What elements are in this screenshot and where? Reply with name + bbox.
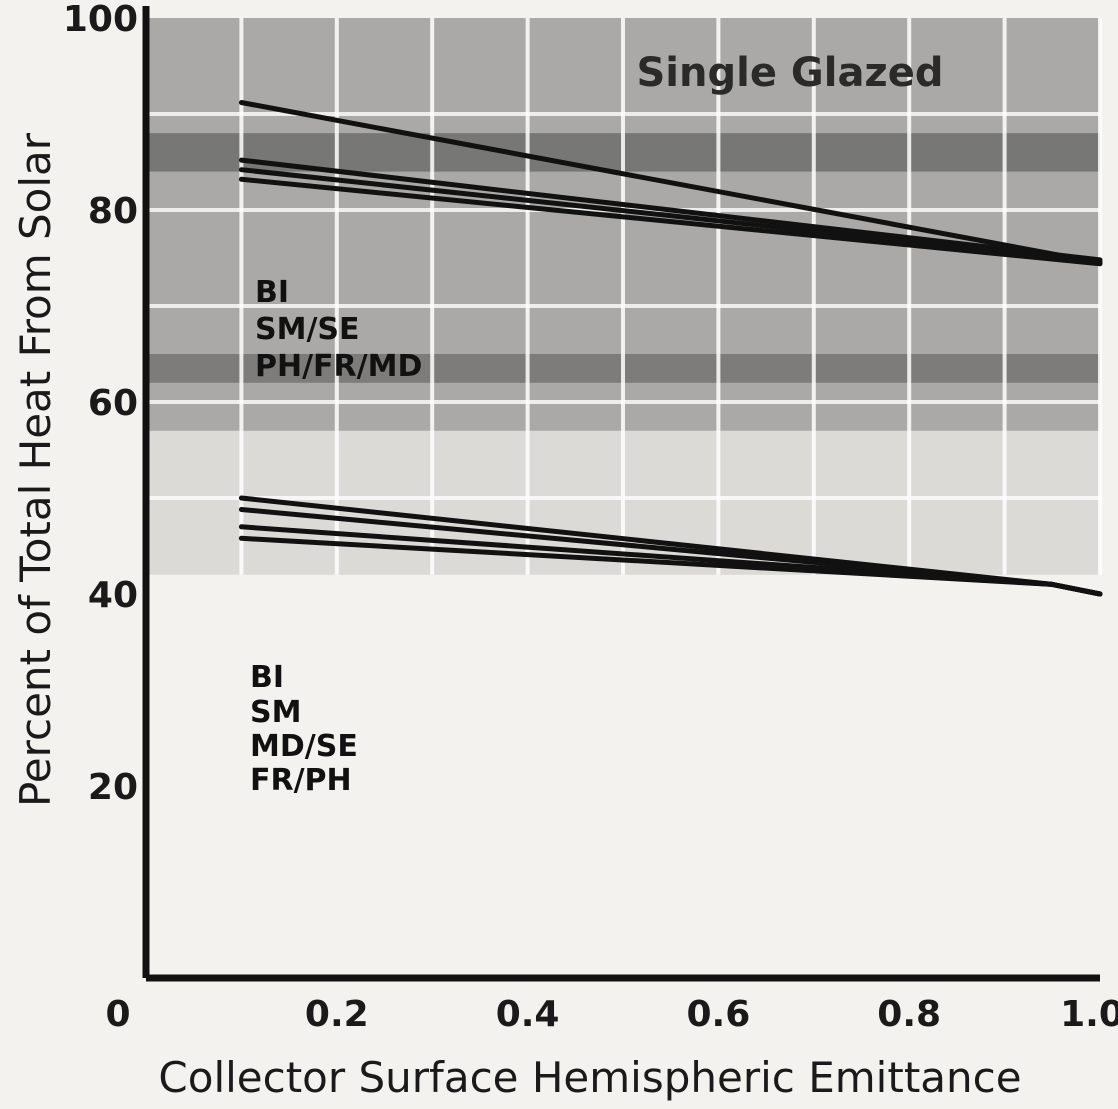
y-tick-label: 80: [88, 191, 138, 232]
lower-group-labels: BI SM MD/SE FR/PH: [250, 660, 358, 798]
y-tick-label: 20: [88, 767, 138, 808]
x-tick-label: 0.6: [687, 994, 751, 1035]
series-line-upper: [238, 167, 1103, 265]
lower-group-label: MD/SE: [250, 729, 358, 764]
series-line-lower: [238, 535, 1103, 597]
series-line-upper: [238, 100, 1103, 266]
x-axis-label: Collector Surface Hemispheric Emittance: [158, 1053, 1021, 1102]
axes: [142, 6, 1100, 982]
lower-group-label: BI: [250, 660, 284, 695]
upper-group-label: BI: [255, 275, 289, 310]
tick-labels: 0 0.2 0.4 0.6 0.8 1.0 20 40 60 80 100: [63, 0, 1118, 1035]
upper-group-label: PH/FR/MD: [255, 349, 422, 384]
y-tick-label: 40: [88, 575, 138, 616]
series-line-upper: [238, 157, 1103, 263]
chart-title: Single Glazed: [637, 50, 944, 96]
y-tick-label: 100: [63, 0, 138, 40]
series-layer: [238, 100, 1103, 597]
lower-group-label: FR/PH: [250, 763, 352, 798]
upper-group-label: SM/SE: [255, 312, 360, 347]
upper-group-labels: BI SM/SE PH/FR/MD: [255, 275, 422, 384]
series-line-upper: [238, 176, 1103, 267]
y-axis-label: Percent of Total Heat From Solar: [11, 132, 60, 807]
x-tick-label: 0: [105, 994, 130, 1035]
grid: [146, 18, 1102, 575]
x-tick-label: 0.2: [305, 994, 369, 1035]
lower-group-label: SM: [250, 695, 301, 730]
y-tick-label: 60: [88, 383, 138, 424]
x-tick-label: 1.0: [1060, 994, 1118, 1035]
x-tick-label: 0.4: [496, 994, 560, 1035]
x-tick-label: 0.8: [877, 994, 941, 1035]
